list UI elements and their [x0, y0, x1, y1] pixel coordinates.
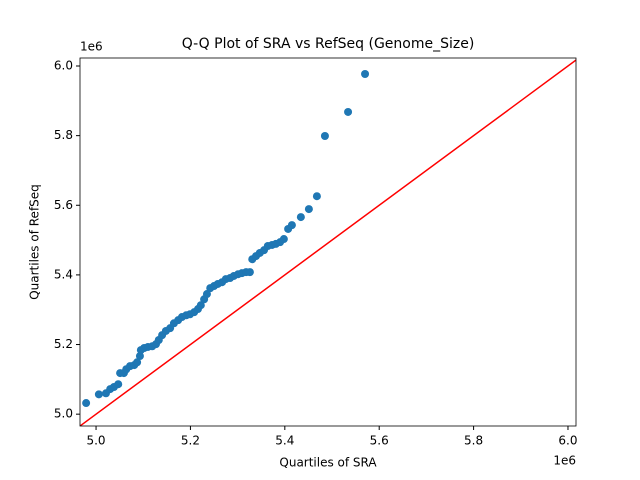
x-tick-label: 5.0	[86, 434, 105, 448]
x-tick-label: 5.2	[181, 434, 200, 448]
point	[296, 213, 305, 222]
x-axis-label: Quartiles of SRA	[279, 456, 377, 470]
point	[114, 380, 123, 389]
point	[279, 235, 288, 244]
point	[287, 221, 296, 230]
x-offset-label: 1e6	[553, 454, 576, 468]
point	[82, 399, 91, 408]
y-tick-label: 6.0	[54, 59, 73, 73]
y-offset-label: 1e6	[80, 40, 103, 54]
point	[133, 358, 142, 367]
y-tick-label: 5.4	[54, 267, 73, 281]
point	[245, 268, 254, 277]
point	[196, 301, 205, 310]
y-tick-label: 5.2	[54, 337, 73, 351]
reference-line	[80, 59, 576, 426]
point	[135, 352, 144, 361]
point	[94, 390, 103, 399]
y-axis-label: Quartiles of RefSeq	[28, 184, 42, 300]
y-tick-label: 5.8	[54, 128, 73, 142]
x-tick-label: 5.8	[464, 434, 483, 448]
point	[304, 205, 313, 214]
y-tick-label: 5.0	[54, 407, 73, 421]
point	[344, 107, 353, 116]
x-tick-label: 5.4	[275, 434, 294, 448]
x-tick-label: 6.0	[558, 434, 577, 448]
y-tick-label: 5.6	[54, 198, 73, 212]
x-tick-label: 5.6	[370, 434, 389, 448]
point	[312, 192, 321, 201]
point	[320, 131, 329, 140]
plot-frame	[79, 57, 577, 427]
point	[202, 290, 211, 299]
point	[361, 70, 370, 79]
chart-title: Q-Q Plot of SRA vs RefSeq (Genome_Size)	[182, 36, 475, 52]
